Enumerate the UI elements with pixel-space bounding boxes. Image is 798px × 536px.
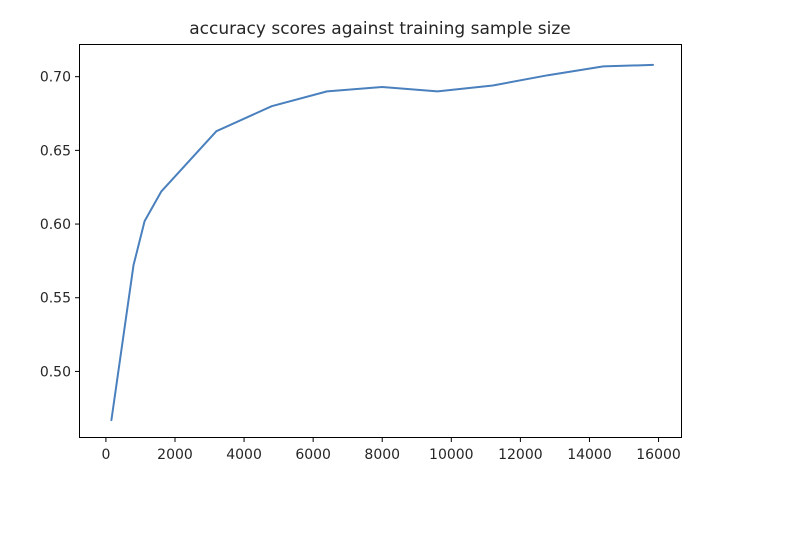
y-tick-label: 0.60	[40, 217, 71, 233]
data-point	[215, 130, 217, 132]
y-tick-label: 0.55	[40, 291, 71, 307]
x-tick-label: 2000	[157, 447, 193, 463]
data-point	[144, 220, 146, 222]
x-tick-label: 6000	[295, 447, 331, 463]
x-tick-label: 0	[101, 447, 110, 463]
plot-area-frame	[79, 44, 682, 438]
data-point	[271, 105, 273, 107]
data-point	[652, 64, 654, 66]
data-point	[110, 419, 112, 421]
y-tick-label: 0.65	[40, 143, 71, 159]
x-tick-label: 10000	[429, 447, 474, 463]
series-line	[110, 63, 654, 422]
data-point	[436, 90, 438, 92]
x-tick-label: 14000	[567, 447, 612, 463]
data-point	[326, 90, 328, 92]
data-point	[160, 191, 162, 193]
data-point	[602, 65, 604, 67]
x-axis: 0 2000 4000 6000 8000 10000 12000 14000 16000	[101, 437, 681, 463]
x-tick-label: 8000	[364, 447, 400, 463]
series-layer	[110, 63, 654, 422]
x-tick-label: 12000	[498, 447, 543, 463]
x-tick-label: 16000	[636, 447, 681, 463]
data-point	[492, 85, 494, 87]
chart-title: accuracy scores against training sample …	[189, 19, 571, 39]
data-point	[547, 74, 549, 76]
y-tick-label: 0.50	[40, 364, 71, 380]
data-point	[381, 86, 383, 88]
data-point	[133, 264, 135, 266]
y-axis: 0.50 0.55 0.60 0.65 0.70	[40, 70, 80, 380]
y-tick-label: 0.70	[40, 70, 71, 86]
x-tick-label: 4000	[226, 447, 262, 463]
